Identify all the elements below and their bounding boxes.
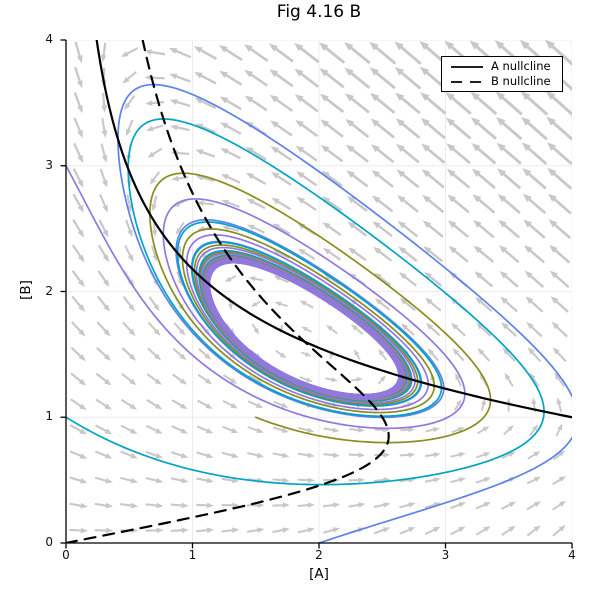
y-tick-label: 3 (45, 157, 53, 172)
y-tick-label: 1 (45, 409, 53, 424)
legend-box: A nullcline B nullcline (441, 56, 563, 92)
solid-line-sample (451, 65, 483, 68)
x-tick-label: 0 (62, 548, 70, 562)
x-tick-label: 1 (188, 548, 197, 562)
legend-item-b-nullcline: B nullcline (449, 74, 558, 89)
y-tick-label: 4 (45, 32, 53, 46)
figure-title: Fig 4.16 B (276, 2, 362, 22)
x-tick-label: 3 (441, 548, 450, 562)
legend-item-a-nullcline: A nullcline (449, 59, 558, 74)
legend-label-b-nullcline: B nullcline (491, 73, 551, 88)
dashed-line-sample (451, 80, 483, 83)
y-tick-label: 2 (45, 283, 53, 298)
x-tick-label: 2 (315, 548, 323, 562)
x-axis-label: [A] (309, 566, 329, 582)
legend-label-a-nullcline: A nullcline (491, 58, 551, 73)
y-tick-label: 0 (45, 535, 53, 549)
x-tick-label: 4 (568, 548, 576, 562)
